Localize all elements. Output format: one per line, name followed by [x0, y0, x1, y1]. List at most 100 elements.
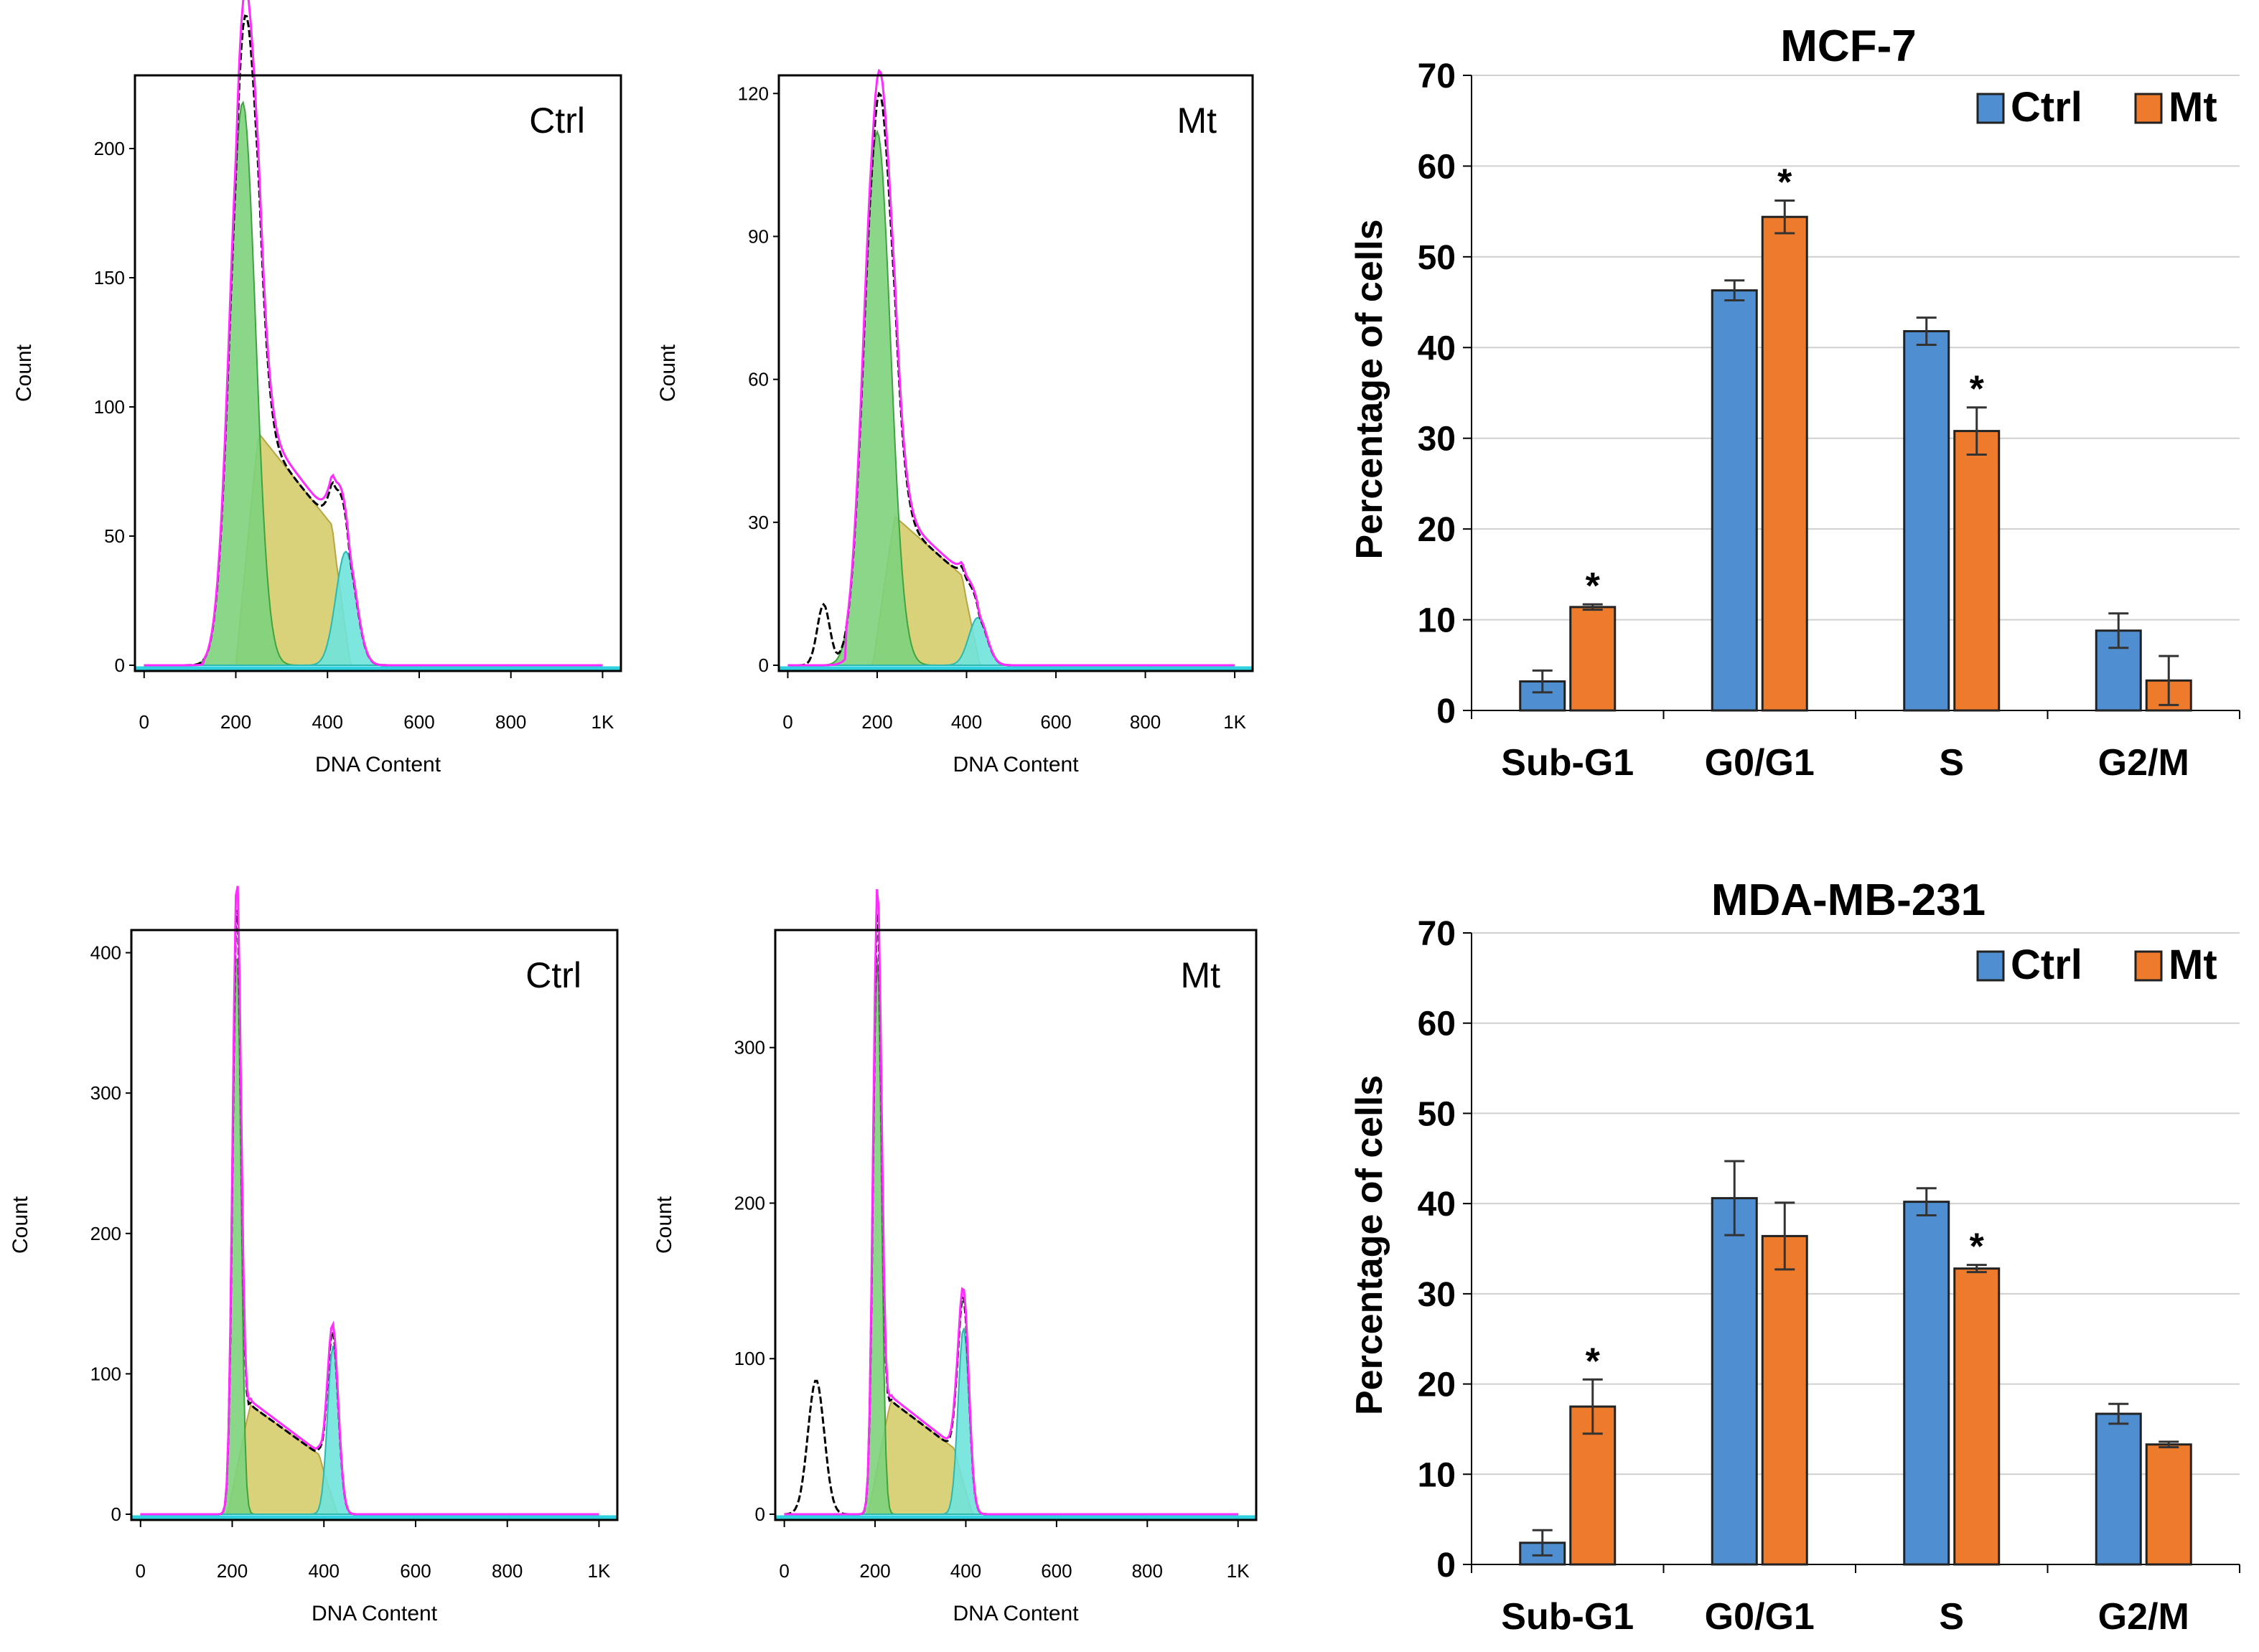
- hist-x-tick-label: 0: [779, 1560, 789, 1582]
- hist-y-tick-label: 400: [90, 942, 121, 964]
- bar-mt-s: [1953, 1267, 2001, 1566]
- hist-x-tick-label: 600: [1041, 1560, 1072, 1582]
- bar-y-axis-label: Percentage of cells: [1349, 1075, 1390, 1415]
- hist-y-tick-label: 100: [90, 1363, 121, 1384]
- bar-y-tick-label: 60: [1418, 148, 1456, 186]
- hist-frame: [777, 74, 1254, 672]
- bar-chart-1: 0 10 20 30 40 50 60 70 * Sub-G1 G0/G1 * S G2/M MDA-MB-…: [1349, 876, 2240, 1638]
- bar-ctrl-g2/m: [2095, 1412, 2142, 1566]
- hist-g1-peak-area: [784, 957, 1238, 1515]
- hist-x-axis-label: DNA Content: [315, 753, 441, 776]
- hist-y-tick-label: 50: [104, 525, 125, 547]
- legend-swatch: [1976, 950, 2005, 982]
- hist-x-tick-label: 800: [492, 1560, 523, 1582]
- hist-x-tick-label: 1K: [1227, 1560, 1250, 1582]
- bar-category-label: G2/M: [2098, 742, 2189, 784]
- bar-y-tick-label: 40: [1418, 1186, 1456, 1224]
- hist-model-envelope: [140, 886, 599, 1516]
- bar-chart-title: MDA-MB-231: [1711, 876, 1986, 925]
- hist-g1-peak-area: [144, 100, 603, 666]
- hist-y-tick-label: 200: [734, 1192, 765, 1214]
- hist-y-tick-label: 100: [734, 1348, 765, 1369]
- hist-y-tick-label: 100: [94, 396, 125, 418]
- hist-x-tick-label: 0: [782, 711, 792, 733]
- bar-y-tick-label: 0: [1436, 693, 1456, 731]
- histogram-mcf7-mt: 0 30 60 90 120 0 200 400 600 800 1K DNA Content Coun…: [656, 68, 1254, 776]
- hist-x-tick-label: 200: [220, 711, 251, 733]
- bar-category-label: S: [1939, 742, 1964, 784]
- hist-g1-peak-area: [787, 129, 1235, 666]
- bar-mt-sub-g1: [1569, 606, 1617, 712]
- legend-label: Mt: [2169, 84, 2217, 131]
- bar-ctrl-g0/g1: [1711, 289, 1758, 712]
- hist-x-axis-label: DNA Content: [953, 753, 1079, 776]
- bar-y-tick-label: 30: [1418, 1276, 1456, 1314]
- hist-frame: [134, 74, 622, 672]
- significance-star: *: [1586, 565, 1601, 607]
- bar-chart-title: MCF-7: [1780, 22, 1916, 71]
- hist-model-envelope: [787, 68, 1235, 667]
- hist-s-phase-area: [784, 1399, 1238, 1515]
- bar-y-tick-label: 10: [1418, 1456, 1456, 1494]
- bar-mt-s: [1953, 430, 2001, 712]
- bar-category-label: Sub-G1: [1501, 742, 1634, 784]
- hist-y-axis-label: Count: [656, 344, 680, 402]
- hist-y-axis-label: Count: [12, 344, 36, 402]
- significance-star: *: [1586, 1341, 1601, 1382]
- bar-category-label: G0/G1: [1705, 742, 1815, 784]
- hist-y-tick-label: 0: [111, 1503, 121, 1525]
- hist-g1-peak-area: [140, 959, 599, 1515]
- significance-star: *: [1970, 1226, 1985, 1268]
- hist-frame: [774, 929, 1258, 1521]
- bar-y-tick-label: 0: [1436, 1547, 1456, 1585]
- bar-category-label: S: [1939, 1596, 1964, 1638]
- hist-y-tick-label: 200: [90, 1223, 121, 1244]
- hist-y-tick-label: 120: [738, 83, 769, 104]
- hist-y-tick-label: 0: [755, 1503, 765, 1525]
- hist-x-axis-label: DNA Content: [312, 1602, 438, 1625]
- legend-swatch: [1976, 93, 2005, 124]
- bar-y-tick-label: 30: [1418, 421, 1456, 459]
- legend-label: Ctrl: [2011, 942, 2082, 988]
- bar-mt-sub-g1: [1569, 1405, 1617, 1566]
- hist-x-tick-label: 400: [951, 711, 982, 733]
- bar-mt-g0/g1: [1761, 1234, 1808, 1566]
- bar-y-tick-label: 50: [1418, 239, 1456, 277]
- hist-x-tick-label: 1K: [1223, 711, 1246, 733]
- bar-y-tick-label: 70: [1418, 57, 1456, 95]
- bar-y-tick-label: 70: [1418, 915, 1456, 953]
- bar-mt-g0/g1: [1761, 215, 1808, 712]
- bar-category-label: G2/M: [2098, 1596, 2189, 1638]
- hist-sample-tag: Mt: [1177, 100, 1217, 141]
- significance-star: *: [1970, 369, 1985, 410]
- hist-sample-tag: Ctrl: [529, 100, 585, 141]
- hist-frame: [130, 929, 619, 1521]
- legend-swatch: [2134, 950, 2163, 982]
- bar-mt-g2/m: [2145, 1443, 2192, 1566]
- hist-x-tick-label: 800: [1130, 711, 1161, 733]
- hist-x-tick-label: 1K: [591, 711, 614, 733]
- bar-y-tick-label: 60: [1418, 1005, 1456, 1043]
- legend-swatch: [2134, 93, 2163, 124]
- hist-s-phase-area: [140, 1404, 599, 1515]
- bar-y-tick-label: 40: [1418, 329, 1456, 367]
- hist-x-tick-label: 200: [217, 1560, 248, 1582]
- bar-ctrl-g0/g1: [1711, 1197, 1758, 1566]
- hist-y-tick-label: 300: [90, 1082, 121, 1104]
- legend-label: Ctrl: [2011, 84, 2082, 131]
- hist-x-axis-label: DNA Content: [953, 1602, 1079, 1625]
- significance-star: *: [1777, 161, 1792, 203]
- hist-y-tick-label: 0: [115, 654, 125, 676]
- hist-model-envelope: [144, 0, 603, 667]
- hist-y-axis-label: Count: [653, 1196, 676, 1254]
- hist-y-tick-label: 90: [748, 225, 769, 247]
- hist-raw-trace: [140, 909, 599, 1516]
- bar-ctrl-s: [1903, 330, 1950, 712]
- legend-label: Mt: [2169, 942, 2217, 988]
- hist-model-envelope: [784, 889, 1238, 1516]
- histogram-mcf7-ctrl: 0 50 100 150 200 0 200 400 600 800 1K DNA Content Co…: [12, 0, 622, 776]
- bar-y-tick-label: 50: [1418, 1095, 1456, 1133]
- hist-x-tick-label: 600: [403, 711, 434, 733]
- bar-y-axis-label: Percentage of cells: [1349, 220, 1390, 560]
- hist-x-tick-label: 400: [312, 711, 343, 733]
